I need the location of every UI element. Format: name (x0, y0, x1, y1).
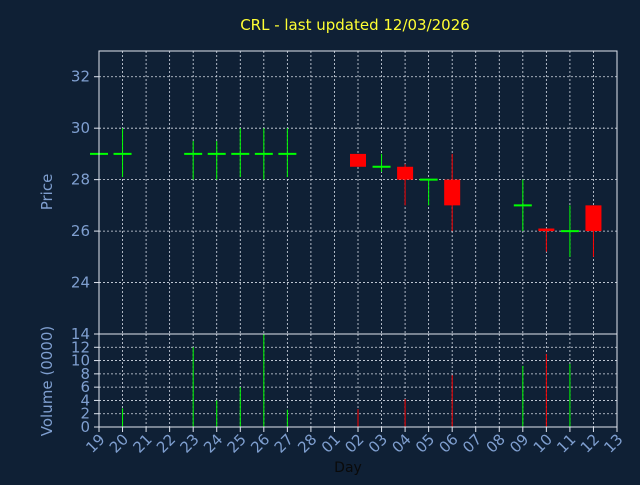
price-axis-label: Price (38, 174, 56, 211)
volume-tick-label: 14 (71, 325, 90, 343)
volume-tick-label: 0 (80, 418, 90, 436)
candle (254, 128, 273, 180)
candle-body (350, 153, 366, 167)
candle (184, 141, 203, 180)
volume-tick-label: 6 (80, 378, 90, 396)
price-tick-label: 32 (71, 68, 90, 86)
x-axis-label: Day (334, 460, 362, 476)
candle-body (585, 205, 602, 232)
candle (560, 205, 579, 257)
candle-body (538, 228, 555, 232)
volume-tick-label: 4 (80, 391, 90, 409)
candle (585, 205, 602, 257)
price-tick-label: 24 (71, 274, 90, 292)
chart-title: CRL - last updated 12/03/2026 (240, 16, 470, 34)
volume-tick-label: 2 (80, 405, 90, 423)
candle (538, 228, 555, 252)
candle-body (397, 166, 414, 180)
candle-body (444, 179, 461, 206)
candle (419, 178, 438, 206)
price-tick-label: 28 (71, 171, 90, 189)
candle (113, 128, 132, 178)
volume-tick-label: 10 (71, 352, 90, 370)
price-tick-label: 26 (71, 222, 90, 240)
volume-tick-label: 8 (80, 365, 90, 383)
candle (207, 141, 226, 180)
volume-axis-label: Volume (0000) (38, 326, 56, 436)
volume-tick-label: 12 (71, 338, 90, 356)
candle (513, 179, 532, 232)
candle (350, 153, 366, 167)
price-panel: Price 24 26 28 30 32 (38, 50, 618, 335)
candle (444, 153, 461, 232)
candle (397, 164, 414, 206)
candle (278, 128, 297, 178)
candle (372, 153, 391, 172)
price-tick-label: 30 (71, 119, 90, 137)
candle (231, 128, 250, 178)
